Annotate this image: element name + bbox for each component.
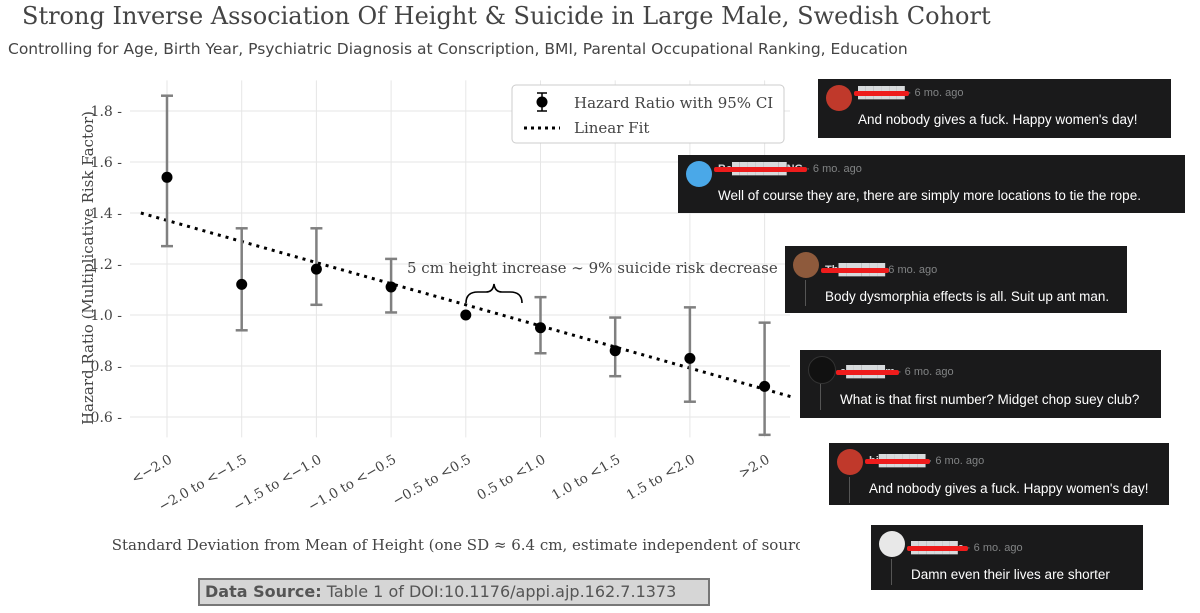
comment-card[interactable]: bi██████ · 6 mo. ago And nobody gives a … — [829, 443, 1169, 505]
y-tick-label: 1.6 - — [91, 155, 123, 171]
comment-card[interactable]: a█████m · 6 mo. ago What is that first n… — [800, 350, 1161, 418]
comment-time: · 6 mo. ago — [907, 87, 964, 99]
annotation-brace — [465, 283, 523, 304]
y-tick-labels: 0.6 - 0.8 - 1.0 - 1.2 - 1.4 - 1.6 - 1.8 - — [91, 104, 123, 426]
y-tick-label: 1.4 - — [91, 206, 123, 222]
x-tick-label: −0.5 to <0.5 — [390, 452, 474, 510]
user-avatar-icon[interactable] — [686, 161, 712, 187]
comment-card[interactable]: Th██████ 6 mo. ago Body dysmorphia effec… — [785, 246, 1127, 313]
comment-text: And nobody gives a fuck. Happy women's d… — [869, 481, 1149, 496]
chart-title: Strong Inverse Association Of Height & S… — [22, 2, 991, 30]
y-axis-label: Hazard Ratio (Multiplicative Risk Factor… — [79, 111, 97, 425]
data-point — [684, 352, 696, 364]
legend-marker-points — [536, 96, 548, 108]
comment-username[interactable]: ██████e — [907, 542, 968, 554]
comment-username[interactable]: Th██████ — [820, 264, 890, 276]
user-avatar-icon[interactable] — [826, 85, 852, 111]
data-source-label: Data Source: — [205, 582, 322, 601]
thread-line — [820, 384, 821, 410]
thread-line — [891, 559, 892, 585]
data-point — [161, 171, 173, 183]
data-points — [161, 171, 771, 392]
user-avatar-icon[interactable] — [793, 252, 819, 278]
comment-username[interactable]: bi██████ — [865, 455, 930, 467]
chart-plot: 0.6 - 0.8 - 1.0 - 1.2 - 1.4 - 1.6 - 1.8 - <−2.… — [79, 80, 800, 554]
comment-card[interactable]: Be███████NG · 6 mo. ago Well of course t… — [678, 155, 1185, 213]
data-point — [759, 380, 771, 392]
y-tick-label: 1.2 - — [91, 257, 123, 273]
x-tick-labels: <−2.0−2.0 to <−1.5−1.5 to <−1.0−1.0 to <… — [129, 452, 773, 515]
y-tick-label: 1.8 - — [91, 104, 123, 120]
data-source-text: Table 1 of DOI:10.1176/appi.ajp.162.7.13… — [326, 582, 677, 601]
user-avatar-icon[interactable] — [837, 449, 863, 475]
error-bars — [161, 94, 771, 437]
comment-username[interactable]: Be███████NG — [713, 163, 808, 175]
data-point — [385, 281, 397, 293]
comment-text: Damn even their lives are shorter — [911, 567, 1110, 582]
comment-text: What is that first number? Midget chop s… — [840, 392, 1140, 407]
comment-time: · 6 mo. ago — [928, 455, 985, 467]
x-tick-label: 1.5 to <2.0 — [624, 452, 698, 504]
legend: Hazard Ratio with 95% CI Linear Fit — [511, 84, 785, 144]
x-tick-label: >2.0 — [736, 452, 772, 482]
comment-time: 6 mo. ago — [888, 264, 938, 276]
data-point — [236, 278, 248, 290]
x-axis-label: Standard Deviation from Mean of Height (… — [112, 536, 800, 554]
comment-time: · 6 mo. ago — [897, 366, 954, 378]
linear-fit — [140, 211, 792, 399]
thread-line — [849, 477, 850, 503]
comment-username[interactable]: ██████ — [854, 87, 909, 99]
x-tick-label: 1.0 to <1.5 — [549, 452, 623, 504]
annotation-text: 5 cm height increase ∼ 9% suicide risk d… — [407, 259, 778, 277]
chart-subtitle: Controlling for Age, Birth Year, Psychia… — [8, 40, 908, 58]
y-tick-label: 0.8 - — [91, 359, 123, 375]
comment-text: And nobody gives a fuck. Happy women's d… — [858, 112, 1138, 127]
y-tick-label: 0.6 - — [91, 410, 123, 426]
x-tick-label: 0.5 to <1.0 — [474, 452, 548, 504]
legend-label-fit: Linear Fit — [574, 119, 649, 137]
user-avatar-icon[interactable] — [808, 356, 836, 384]
comment-time: · 6 mo. ago — [806, 163, 862, 175]
data-point — [609, 345, 621, 357]
comment-username[interactable]: a█████m — [836, 366, 899, 378]
comment-text: Body dysmorphia effects is all. Suit up … — [825, 289, 1110, 304]
comment-text: Well of course they are, there are simpl… — [718, 188, 1141, 203]
legend-label-hazard: Hazard Ratio with 95% CI — [574, 94, 773, 112]
comment-card[interactable]: ██████ · 6 mo. ago And nobody gives a fu… — [818, 79, 1171, 138]
y-tick-label: 1.0 - — [91, 308, 123, 324]
data-point — [460, 309, 472, 321]
data-point — [535, 322, 546, 334]
data-point — [310, 263, 322, 275]
linear-fit-line — [140, 211, 792, 399]
user-avatar-icon[interactable] — [879, 531, 905, 557]
comment-card[interactable]: ██████e · 6 mo. ago Damn even their live… — [871, 525, 1143, 590]
x-tick-label: <−2.0 — [129, 452, 175, 488]
data-source-box: Data Source: Table 1 of DOI:10.1176/appi… — [198, 578, 710, 606]
thread-line — [805, 280, 806, 306]
comment-time: · 6 mo. ago — [966, 542, 1023, 554]
